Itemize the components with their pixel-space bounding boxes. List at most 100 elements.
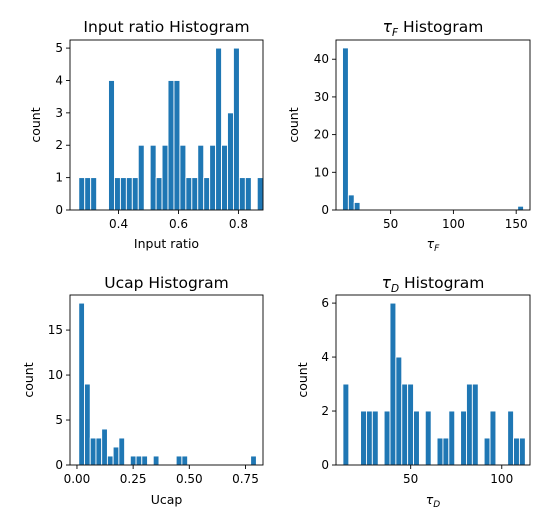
ticks: 50 100 150 0 10 20 30 40 <box>314 52 528 231</box>
histogram-bar <box>215 47 223 211</box>
histogram-bar <box>460 410 467 466</box>
histogram-bar <box>347 194 355 211</box>
histogram-bar <box>84 383 91 466</box>
x-tick-label: 0.50 <box>176 472 203 486</box>
x-tick-label: 100 <box>490 472 513 486</box>
histogram-bar <box>141 455 148 466</box>
histogram-bar <box>114 177 121 211</box>
ticks: 0.4 0.6 0.8 0 1 2 3 4 5 <box>55 41 248 231</box>
y-tick-label: 3 <box>55 106 63 120</box>
histogram-bar <box>518 437 526 466</box>
histogram-bar <box>395 356 403 466</box>
histogram-bar <box>371 410 379 466</box>
histogram-bar <box>342 47 349 211</box>
histogram-bar <box>221 144 228 211</box>
x-axis-label: Input ratio <box>134 236 199 251</box>
y-tick-label: 5 <box>55 41 63 55</box>
y-axis-label: count <box>295 362 310 397</box>
histogram-bar <box>112 446 120 466</box>
histogram-bar <box>513 437 520 466</box>
histogram-bar <box>342 383 350 466</box>
histogram-bar <box>125 177 133 211</box>
y-tick-label: 4 <box>321 350 329 364</box>
histogram-bar <box>203 177 211 211</box>
histogram-bar <box>119 177 127 211</box>
histogram-bar <box>175 455 183 466</box>
chart-title: Ucap Histogram <box>104 274 229 292</box>
plot-frame <box>335 39 531 211</box>
x-tick-label: 50 <box>383 217 398 231</box>
bars <box>78 47 264 211</box>
histogram-bar <box>152 455 160 466</box>
x-tick-label: 0.4 <box>109 217 128 231</box>
histogram-bar <box>250 455 257 466</box>
histogram-bar <box>179 144 187 211</box>
histogram-bar <box>407 383 414 466</box>
histogram-bar <box>173 80 181 211</box>
histogram-bar <box>448 410 456 466</box>
histogram-bar <box>517 205 524 211</box>
x-tick-label: 0.25 <box>120 472 147 486</box>
histogram-bar <box>129 455 137 466</box>
histogram-bar <box>489 410 497 466</box>
histogram-bar <box>167 80 175 211</box>
histogram-bar <box>401 383 409 466</box>
y-tick-label: 10 <box>48 368 63 382</box>
histogram-bar <box>101 428 108 466</box>
y-tick-label: 0 <box>321 458 329 472</box>
y-tick-label: 1 <box>55 171 63 185</box>
y-tick-label: 2 <box>321 404 329 418</box>
histogram-bar <box>424 410 432 466</box>
x-tick-label: 50 <box>403 472 418 486</box>
histogram-bar <box>78 177 86 211</box>
histogram-bar <box>471 383 479 466</box>
x-tick-label: 100 <box>442 217 465 231</box>
bars <box>78 302 257 466</box>
histogram-bar <box>135 455 143 466</box>
histogram-bar <box>181 455 189 466</box>
panel-tau-f: τF Histogram 50 100 150 0 10 20 30 40 τF count <box>286 18 531 254</box>
x-axis-label: τD <box>426 492 441 510</box>
y-tick-label: 0 <box>321 203 329 217</box>
x-axis-label: τF <box>427 236 441 254</box>
histogram-bar <box>466 383 473 466</box>
histogram-bar <box>436 437 444 466</box>
ticks: 50 100 0 2 4 6 <box>321 296 513 486</box>
ticks: 0.00 0.25 0.50 0.75 0 5 10 15 <box>48 323 259 486</box>
histogram-bar <box>90 177 98 211</box>
x-tick-label: 0.6 <box>169 217 188 231</box>
histogram-bar <box>507 410 515 466</box>
x-tick-label: 0.8 <box>229 217 248 231</box>
panel-input-ratio: Input ratio Histogram 0.4 0.6 0.8 0 1 2 3 4 5 In… <box>28 18 264 251</box>
histogram-bar <box>360 410 367 466</box>
bars <box>342 47 524 211</box>
histogram-bar <box>78 302 85 466</box>
histogram-bar <box>84 177 92 211</box>
y-tick-label: 2 <box>55 138 63 152</box>
histogram-bar <box>227 112 234 211</box>
x-axis-label: Ucap <box>151 492 183 507</box>
y-tick-label: 30 <box>314 90 329 104</box>
y-tick-label: 20 <box>314 128 329 142</box>
histogram-bar <box>155 177 163 211</box>
histogram-bar <box>149 144 157 211</box>
histogram-bar <box>383 410 391 466</box>
histogram-bar <box>191 177 199 211</box>
y-tick-label: 6 <box>321 296 329 310</box>
histogram-bar <box>118 437 126 466</box>
y-axis-label: count <box>21 362 36 397</box>
histogram-bar <box>106 455 114 466</box>
y-tick-label: 0 <box>55 203 63 217</box>
panel-tau-d: τD Histogram 50 100 0 2 4 6 τD count <box>295 274 531 510</box>
plot-frame <box>69 294 264 466</box>
x-tick-label: 0.00 <box>64 472 91 486</box>
histogram-bar <box>244 177 252 211</box>
histogram-bar <box>483 437 491 466</box>
histogram-bar <box>95 437 103 466</box>
histogram-bar <box>185 177 193 211</box>
histogram-bar <box>137 144 145 211</box>
chart-title: Input ratio Histogram <box>83 18 249 36</box>
y-tick-label: 40 <box>314 52 329 66</box>
y-axis-label: count <box>286 107 301 142</box>
